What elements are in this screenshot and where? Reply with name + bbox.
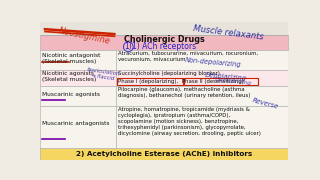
Text: Nicotinic antagonist
(Skeletal muscles): Nicotinic antagonist (Skeletal muscles) [42,53,100,64]
Text: Succinylcholine (depolarizing blocker): Succinylcholine (depolarizing blocker) [118,71,220,76]
Text: Pilocarpine (glaucoma), methacholine (asthma
diagnosis), bethanechol (urinary re: Pilocarpine (glaucoma), methacholine (as… [118,87,251,98]
Text: Phase I (depolarizing),  Phase II (desensitizing): Phase I (depolarizing), Phase II (desens… [118,79,244,84]
Text: 1) ACh receptors: 1) ACh receptors [132,42,196,51]
Text: Muscle relaxants: Muscle relaxants [193,24,264,41]
Text: Atropine, homatropine, tropicamide (mydriasis &
cycloplegia), ipratropium (asthm: Atropine, homatropine, tropicamide (mydr… [118,107,261,136]
Text: Depolarizing: Depolarizing [215,77,252,86]
Bar [40,22,288,35]
Bar [40,50,116,70]
Text: Muscarinic antagonists: Muscarinic antagonists [42,121,109,126]
Text: Atracurium, tubocurarine, mivacurium, rocuronium,
vecuronium, mivacurium: Atracurium, tubocurarine, mivacurium, ro… [118,51,258,62]
Bar [40,35,288,50]
Bar [184,78,258,85]
Text: Depolarizing: Depolarizing [205,72,247,82]
Text: Reverse: Reverse [252,97,280,110]
Text: Muscarinic agonists: Muscarinic agonists [42,92,100,97]
Text: Nicotinic agonists
(Skeletal muscles): Nicotinic agonists (Skeletal muscles) [42,71,96,82]
Text: fasciculation
→ flaccid: fasciculation → flaccid [86,67,121,82]
Bar [40,70,116,86]
Text: Cholinergic Drugs: Cholinergic Drugs [124,35,204,44]
Bar [116,50,288,70]
Text: Neostigmine: Neostigmine [58,26,111,46]
Bar [116,70,288,86]
Bar [116,106,288,148]
Text: 2) Acetylcholine Esterase (AChE) inhibitors: 2) Acetylcholine Esterase (AChE) inhibit… [76,151,252,157]
Bar [40,86,116,106]
Bar [116,86,288,106]
Text: Non-depolarizing: Non-depolarizing [185,57,242,68]
Bar [117,78,183,85]
Bar [40,106,116,148]
Text: 1): 1) [124,42,132,51]
Bar [40,148,288,160]
